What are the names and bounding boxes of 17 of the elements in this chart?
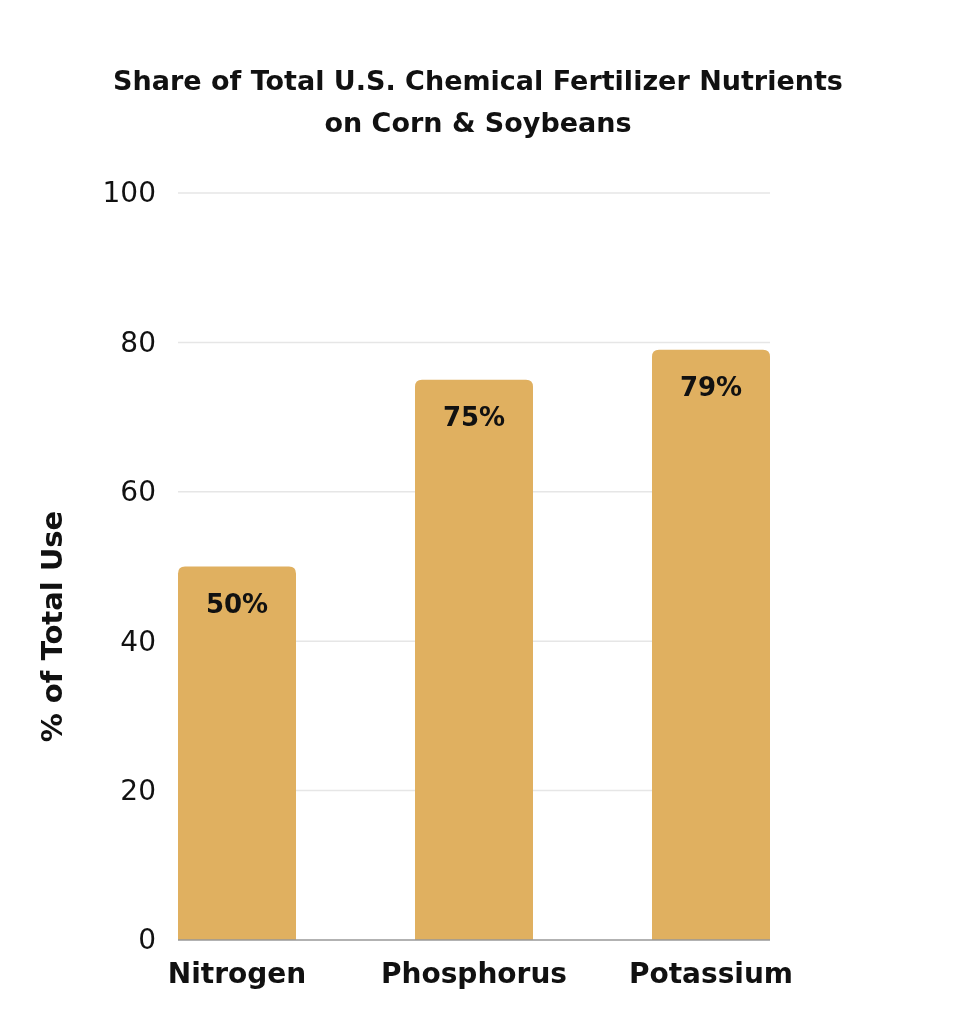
y-tick-label: 100 [102,176,156,210]
bar [415,379,533,940]
y-tick-label: 0 [138,923,156,957]
x-tick-label: Nitrogen [167,957,307,990]
y-tick-label: 80 [120,325,156,359]
data-label: 75% [442,401,506,432]
y-tick-label: 60 [120,475,156,509]
x-tick-label: Phosphorus [381,957,567,990]
data-label: 79% [679,371,743,402]
data-label: 50% [205,588,269,619]
y-tick-label: 20 [120,774,156,808]
bar [652,349,770,940]
chart-title: Share of Total U.S. Chemical Fertilizer Nutrients on Corn & Soybeans [113,65,843,138]
y-tick-label: 40 [120,624,156,658]
bar [178,566,296,940]
x-tick-label: Potassium [628,957,794,990]
y-axis-title: % of Total Use [35,510,69,743]
